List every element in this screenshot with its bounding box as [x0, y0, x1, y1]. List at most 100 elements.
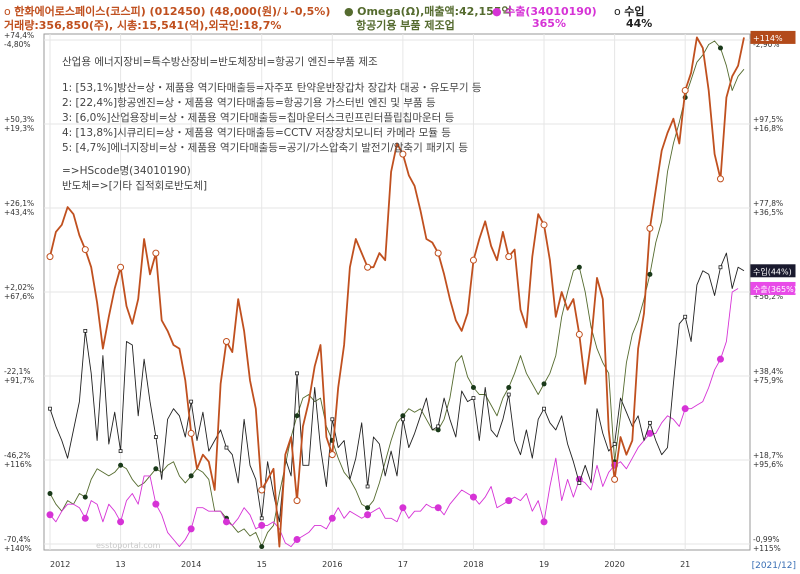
legend-hanwha-label: 한화에어로스페이스(코스피) (012450) (48,000(원)/↓-0,5…	[14, 5, 331, 18]
x-tick-label: 17	[398, 560, 408, 569]
left-axis-label: +43,4%	[4, 208, 34, 217]
right-axis-label: +18,7%	[753, 451, 783, 460]
x-tick-label: 19	[539, 560, 549, 569]
point-3	[224, 445, 229, 450]
point-2	[505, 497, 513, 505]
x-tick-label: 2020	[604, 560, 624, 569]
point-0	[46, 253, 54, 261]
series-line-2	[49, 288, 739, 548]
point-2	[152, 500, 160, 508]
series-layer	[46, 36, 745, 550]
point-3	[48, 406, 52, 411]
x-tick-label: 15	[257, 560, 267, 569]
point-1	[47, 491, 53, 497]
right-axis-label: +115%	[753, 544, 781, 553]
series-line-0	[49, 36, 745, 548]
annotation-line-1: 1: [53,1%]방산=상・제품용 역기타매출등=자주포 탄약운반장갑차 장갑…	[62, 82, 482, 94]
point-1	[647, 271, 653, 277]
omega-industry: 항공기용 부품 제조업	[356, 17, 455, 33]
badge-import: 수입(44%)	[753, 267, 792, 276]
point-2	[222, 518, 230, 526]
x-tick-label: 2014	[181, 560, 201, 569]
badge-import-bg	[750, 264, 796, 278]
point-3	[506, 392, 511, 397]
point-0	[716, 175, 724, 183]
legend-export-marker-icon: ●	[492, 5, 506, 18]
right-axis-label: +56,2%	[753, 292, 783, 301]
point-1	[118, 462, 124, 468]
grid	[44, 34, 750, 550]
point-3	[118, 449, 123, 454]
legend-hanwha[interactable]: o 한화에어로스페이스(코스피) (012450) (48,000(원)/↓-0…	[4, 3, 330, 19]
annotation-title: 산업용 에너지장비=특수방산장비=반도체장비=항공기 엔진=부품 제조	[62, 56, 378, 68]
point-1	[576, 264, 582, 270]
left-axis-label: +19,3%	[4, 124, 34, 133]
badge-hanwha: +114%	[753, 34, 783, 43]
badge-export-bg	[750, 281, 796, 295]
point-0	[152, 249, 160, 257]
series-line-1	[49, 40, 745, 548]
point-2	[81, 514, 89, 522]
point-0	[187, 429, 195, 437]
legend-export[interactable]: ● 수출(34010190)	[492, 3, 597, 19]
point-3	[295, 371, 299, 376]
point-1	[294, 413, 300, 419]
annotation-line-5: 5: [4,7%]에너지장비=상・제품용 역기타매출등=공기/가스압축기 발전기…	[62, 142, 469, 154]
point-0	[681, 86, 689, 94]
left-axis-label: -46,2%	[4, 451, 31, 460]
point-1	[435, 427, 441, 433]
point-2	[117, 518, 125, 526]
left-axis-label: +116%	[4, 460, 32, 469]
point-2	[258, 521, 266, 529]
point-0	[117, 263, 125, 271]
point-3	[612, 442, 617, 446]
point-0	[646, 224, 654, 232]
point-1	[470, 384, 476, 390]
left-axis-label: +91,7%	[4, 376, 34, 385]
right-axis-label: +75,9%	[753, 376, 783, 385]
left-axis-label: +26,1%	[4, 199, 34, 208]
hanwha-stats-text: 거래량:356,850(주), 시총:15,541(억),외국인:18,7%	[4, 19, 282, 32]
point-1	[82, 494, 88, 500]
annotation-hscode-desc: 반도체=>[기타 집적회로반도체]	[62, 180, 208, 192]
x-tick-label: 2018	[463, 560, 483, 569]
period-label: [2021/12]	[752, 561, 796, 571]
badge-export: 수출(365%)	[753, 284, 797, 294]
point-2	[328, 514, 336, 522]
import-change-text: 44%	[626, 17, 653, 30]
series-line-3	[49, 252, 745, 523]
right-axis-label: +77,8%	[753, 199, 783, 208]
x-tick-label: 13	[115, 560, 125, 569]
badge-hanwha-bg	[750, 30, 796, 44]
point-3	[153, 435, 158, 439]
annotation-hscode: =>HScode명(34010190)	[62, 165, 191, 177]
point-3	[83, 328, 88, 333]
annotation-line-3: 3: [6,0%]산업용장비=상・제품용 역기타매출등=칩마운터스크린프린터플립…	[62, 112, 455, 124]
right-axis-label: -0,99%	[753, 535, 780, 544]
point-0	[575, 330, 583, 338]
legend-omega[interactable]: ● Omega(Ω),매출액:42,155억	[344, 3, 512, 19]
x-tick-label: 2016	[322, 560, 342, 569]
watermark: esstoportal.com	[96, 541, 161, 550]
annotation-line-4: 4: [13,8%]시큐리티=상・제품용 역기타매출등=CCTV 저장장치모니터…	[62, 127, 451, 139]
point-0	[434, 249, 442, 257]
point-3	[647, 420, 652, 425]
point-1	[506, 384, 512, 390]
point-2	[46, 511, 54, 519]
point-2	[540, 518, 548, 526]
point-2	[716, 355, 724, 363]
point-1	[541, 381, 547, 387]
point-3	[471, 396, 476, 400]
left-axis-label: +67,6%	[4, 292, 34, 301]
export-change: 365%	[532, 17, 566, 30]
legend-omega-marker-icon: ●	[344, 5, 358, 18]
legend-omega-label: Omega(Ω),매출액:42,155억	[357, 5, 512, 18]
point-1	[365, 505, 371, 511]
right-axis-label: +36,5%	[753, 208, 783, 217]
legend-import[interactable]: o 수입	[614, 3, 644, 19]
point-1	[153, 466, 159, 472]
omega-industry-text: 항공기용 부품 제조업	[356, 19, 455, 32]
point-3	[577, 481, 582, 485]
